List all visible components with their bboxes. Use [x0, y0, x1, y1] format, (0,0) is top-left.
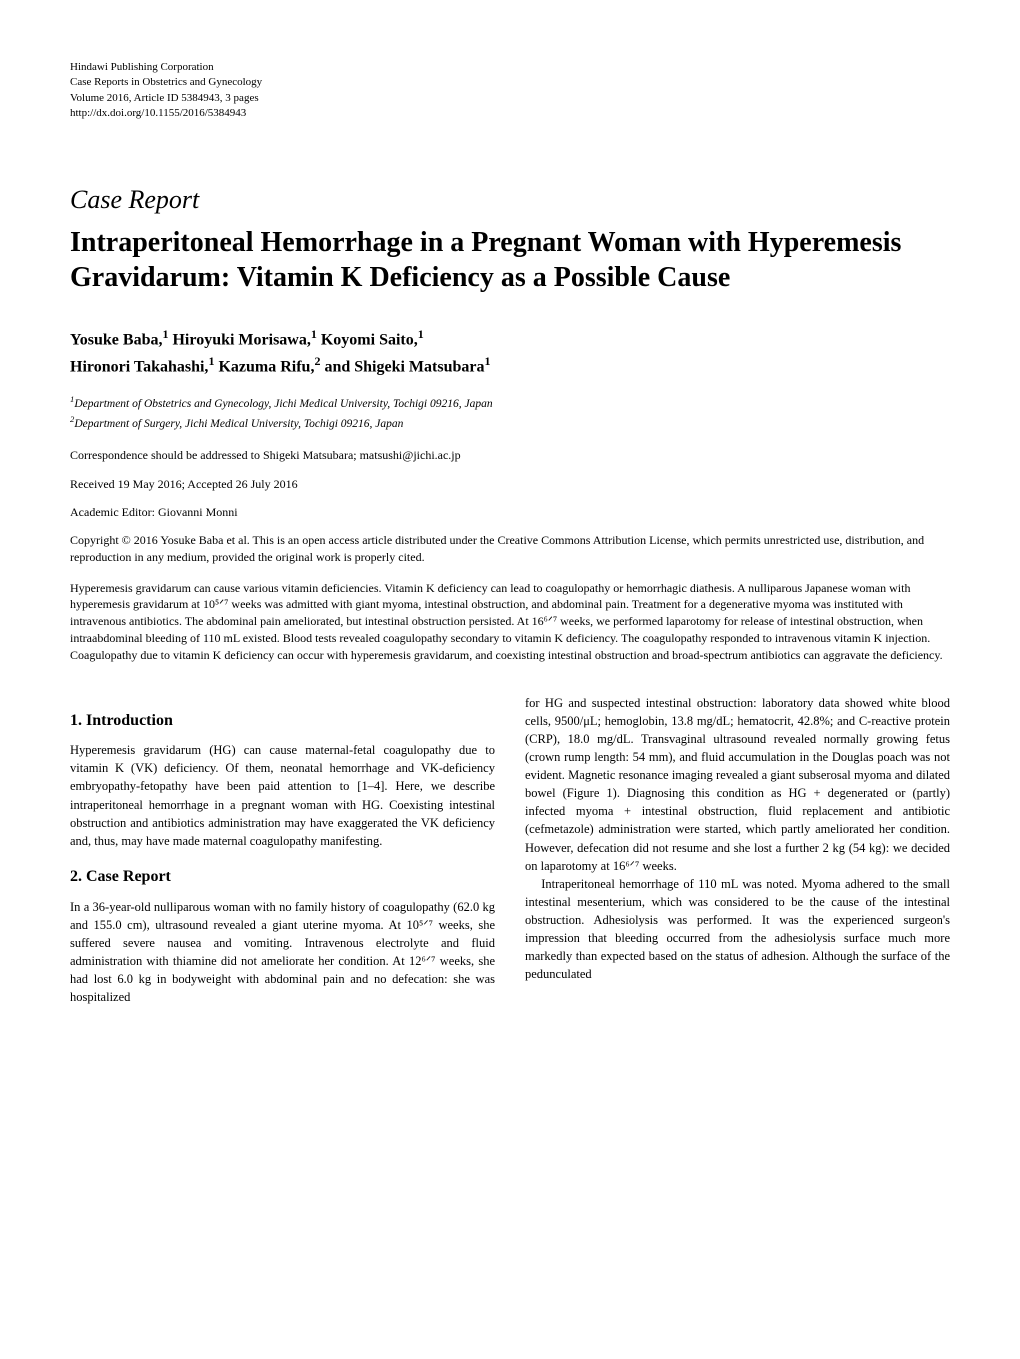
case-report-text-col2: for HG and suspected intestinal obstruct…	[525, 694, 950, 984]
author-affiliation-sup: 1	[418, 327, 424, 341]
academic-editor: Academic Editor: Giovanni Monni	[70, 504, 950, 520]
volume-info: Volume 2016, Article ID 5384943, 3 pages	[70, 91, 950, 106]
affiliation-text: Department of Surgery, Jichi Medical Uni…	[74, 418, 403, 430]
publisher: Hindawi Publishing Corporation	[70, 60, 950, 75]
author-affiliation-sup: 1	[484, 354, 490, 368]
intro-text: Hyperemesis gravidarum (HG) can cause ma…	[70, 741, 495, 850]
author-name: Yosuke Baba,	[70, 331, 162, 348]
article-title: Intraperitoneal Hemorrhage in a Pregnant…	[70, 225, 950, 295]
article-type: Case Report	[70, 182, 950, 217]
authors-block: Yosuke Baba,1 Hiroyuki Morisawa,1 Koyomi…	[70, 325, 950, 380]
left-column: 1. Introduction Hyperemesis gravidarum (…	[70, 694, 495, 1007]
affiliations-block: 1Department of Obstetrics and Gynecology…	[70, 393, 950, 433]
correspondence: Correspondence should be addressed to Sh…	[70, 447, 950, 463]
author-name: Koyomi Saito,	[321, 331, 418, 348]
author-affiliation-sup: 1	[162, 327, 168, 341]
affiliation-text: Department of Obstetrics and Gynecology,…	[74, 398, 492, 410]
section-heading-case: 2. Case Report	[70, 866, 495, 888]
author-affiliation-sup: 1	[311, 327, 317, 341]
journal-name: Case Reports in Obstetrics and Gynecolog…	[70, 75, 950, 90]
body-columns: 1. Introduction Hyperemesis gravidarum (…	[70, 694, 950, 1007]
author-name: Hiroyuki Morisawa,	[172, 331, 310, 348]
abstract: Hyperemesis gravidarum can cause various…	[70, 580, 950, 664]
author-affiliation-sup: 1	[208, 354, 214, 368]
author-name: Kazuma Rifu,	[218, 358, 314, 375]
author-name: Hironori Takahashi,	[70, 358, 208, 375]
case-report-text-col1: In a 36-year-old nulliparous woman with …	[70, 898, 495, 1007]
author-name: and Shigeki Matsubara	[324, 358, 484, 375]
article-dates: Received 19 May 2016; Accepted 26 July 2…	[70, 476, 950, 492]
right-column: for HG and suspected intestinal obstruct…	[525, 694, 950, 1007]
author-affiliation-sup: 2	[314, 354, 320, 368]
doi-link: http://dx.doi.org/10.1155/2016/5384943	[70, 106, 950, 121]
section-heading-intro: 1. Introduction	[70, 710, 495, 732]
publication-header: Hindawi Publishing Corporation Case Repo…	[70, 60, 950, 122]
copyright-notice: Copyright © 2016 Yosuke Baba et al. This…	[70, 532, 950, 566]
